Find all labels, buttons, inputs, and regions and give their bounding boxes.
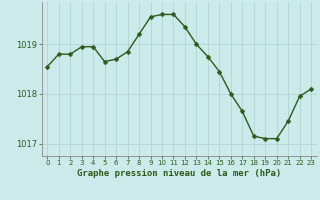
X-axis label: Graphe pression niveau de la mer (hPa): Graphe pression niveau de la mer (hPa) (77, 169, 281, 178)
